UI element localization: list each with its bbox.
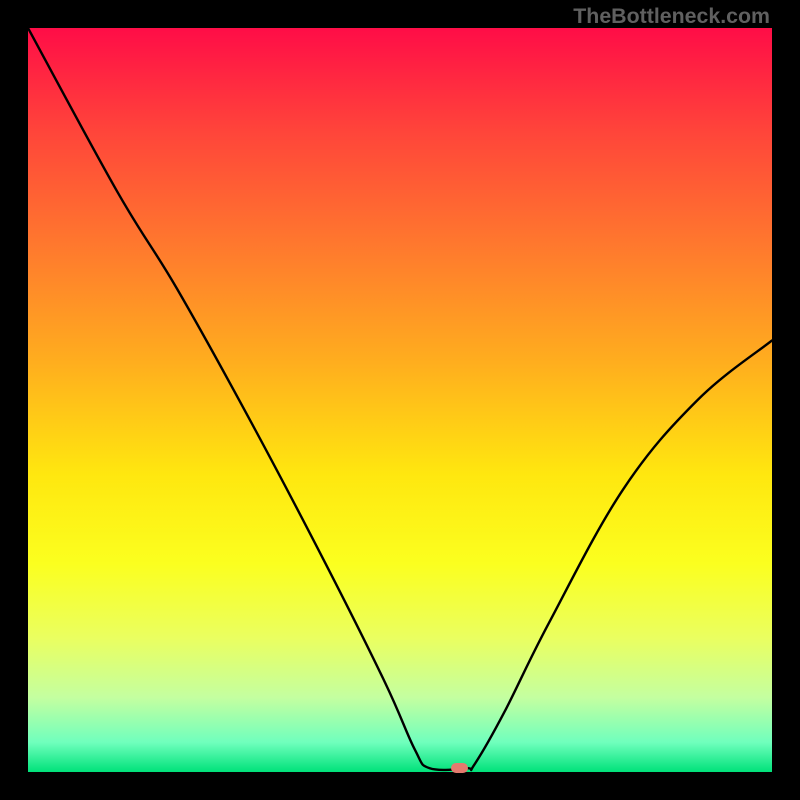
- bottleneck-curve: [28, 28, 772, 772]
- chart-frame: TheBottleneck.com: [0, 0, 800, 800]
- plot-area: [28, 28, 772, 772]
- watermark-text: TheBottleneck.com: [573, 4, 770, 29]
- minimum-marker: [451, 763, 468, 773]
- curve-path: [28, 28, 772, 770]
